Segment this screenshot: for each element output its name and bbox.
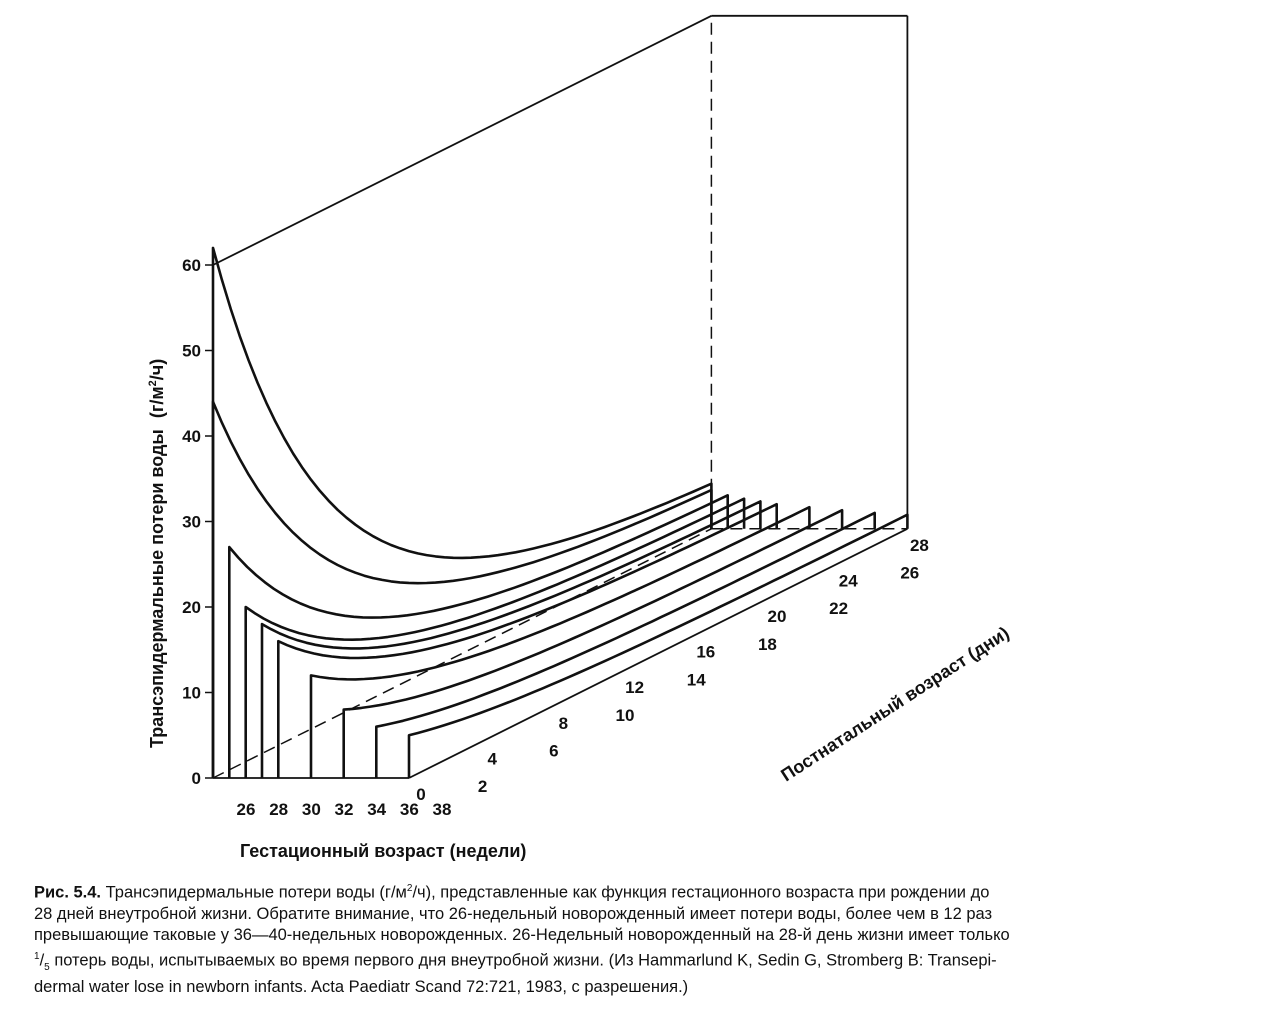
z-tick-label: 14	[687, 670, 706, 689]
z-tick-label: 10	[616, 706, 635, 725]
x-tick-label: 28	[269, 800, 288, 819]
series-curve	[407, 513, 909, 778]
z-tick-label: 6	[549, 742, 558, 761]
y-tick-label: 10	[182, 684, 201, 703]
z-tick-label: 22	[829, 599, 848, 618]
caption-line-5: dermal water lose in newborn infants. Ac…	[34, 978, 689, 997]
caption-line-3: превышающие таковые у 36—40-недельных но…	[34, 925, 1010, 944]
z-tick-label: 28	[910, 536, 929, 555]
y-tick-label: 40	[182, 427, 201, 446]
x-tick-label: 26	[237, 800, 256, 819]
series-curve	[244, 497, 746, 778]
z-tick-label: 24	[839, 571, 858, 590]
series-curve	[228, 494, 729, 778]
x-tick-label: 34	[367, 800, 386, 819]
x-axis-title: Гестационный возраст (недели)	[240, 841, 526, 861]
x-tick-label: 30	[302, 800, 321, 819]
z-axis-line	[408, 527, 908, 779]
series-curve	[211, 400, 713, 778]
caption-line-1: Рис. 5.4. Трансэпидермальные потери воды…	[34, 883, 990, 902]
z-tick-label: 20	[768, 607, 787, 626]
y-axis-title-unit-sup: 2	[147, 380, 159, 386]
x-tick-label: 36	[400, 800, 419, 819]
series-curve	[260, 500, 762, 778]
caption-line-2: 28 дней внеутробной жизни. Обратите вним…	[34, 904, 993, 923]
figure-label: Рис. 5.4.	[34, 883, 102, 902]
chart-ticks: 0 10 20 30 40 50 60 26 28 30 32 34 36 38 0 24 68 10 12 14 16…	[182, 256, 929, 819]
x-tick-label: 32	[335, 800, 354, 819]
z-tick-label: 18	[758, 635, 777, 654]
series-curve	[211, 246, 713, 778]
series-curve	[342, 508, 844, 778]
y-axis-title: Трансэпидермальные потери воды (г/м2/ч)	[147, 359, 167, 748]
y-tick-label: 30	[182, 513, 201, 532]
z-tick-label: 8	[559, 714, 568, 733]
series-curve	[309, 505, 811, 778]
y-tick-label: 50	[182, 342, 201, 361]
z-tick-label: 2	[478, 777, 487, 796]
y-axis-title-unit-end: /ч)	[147, 359, 167, 380]
y-tick-label: 20	[182, 598, 201, 617]
z-axis-title: Постнатальный возраст (дни)	[777, 623, 1012, 786]
z-tick-label: 12	[625, 678, 644, 697]
z-tick-label: 4	[487, 749, 497, 768]
frame-floor-diagonal	[212, 528, 712, 779]
z-tick-label: 26	[900, 564, 919, 583]
y-axis-title-main: Трансэпидермальные потери воды	[147, 429, 167, 748]
series-curve	[277, 502, 778, 778]
y-axis-title-unit: (г/м	[147, 386, 167, 418]
y-tick-label: 60	[182, 256, 201, 275]
chart-series-group	[211, 246, 909, 778]
z-tick-label: 0	[416, 785, 425, 804]
series-curve	[375, 511, 876, 778]
x-tick-label: 38	[433, 800, 452, 819]
figure-caption: Рис. 5.4. Трансэпидермальные потери воды…	[34, 878, 1246, 998]
frame-top-edge	[212, 14, 712, 266]
z-tick-label: 16	[696, 643, 715, 662]
caption-line-4: 1/5 потерь воды, испытываемых во время п…	[34, 950, 997, 973]
y-tick-label: 0	[192, 769, 201, 788]
